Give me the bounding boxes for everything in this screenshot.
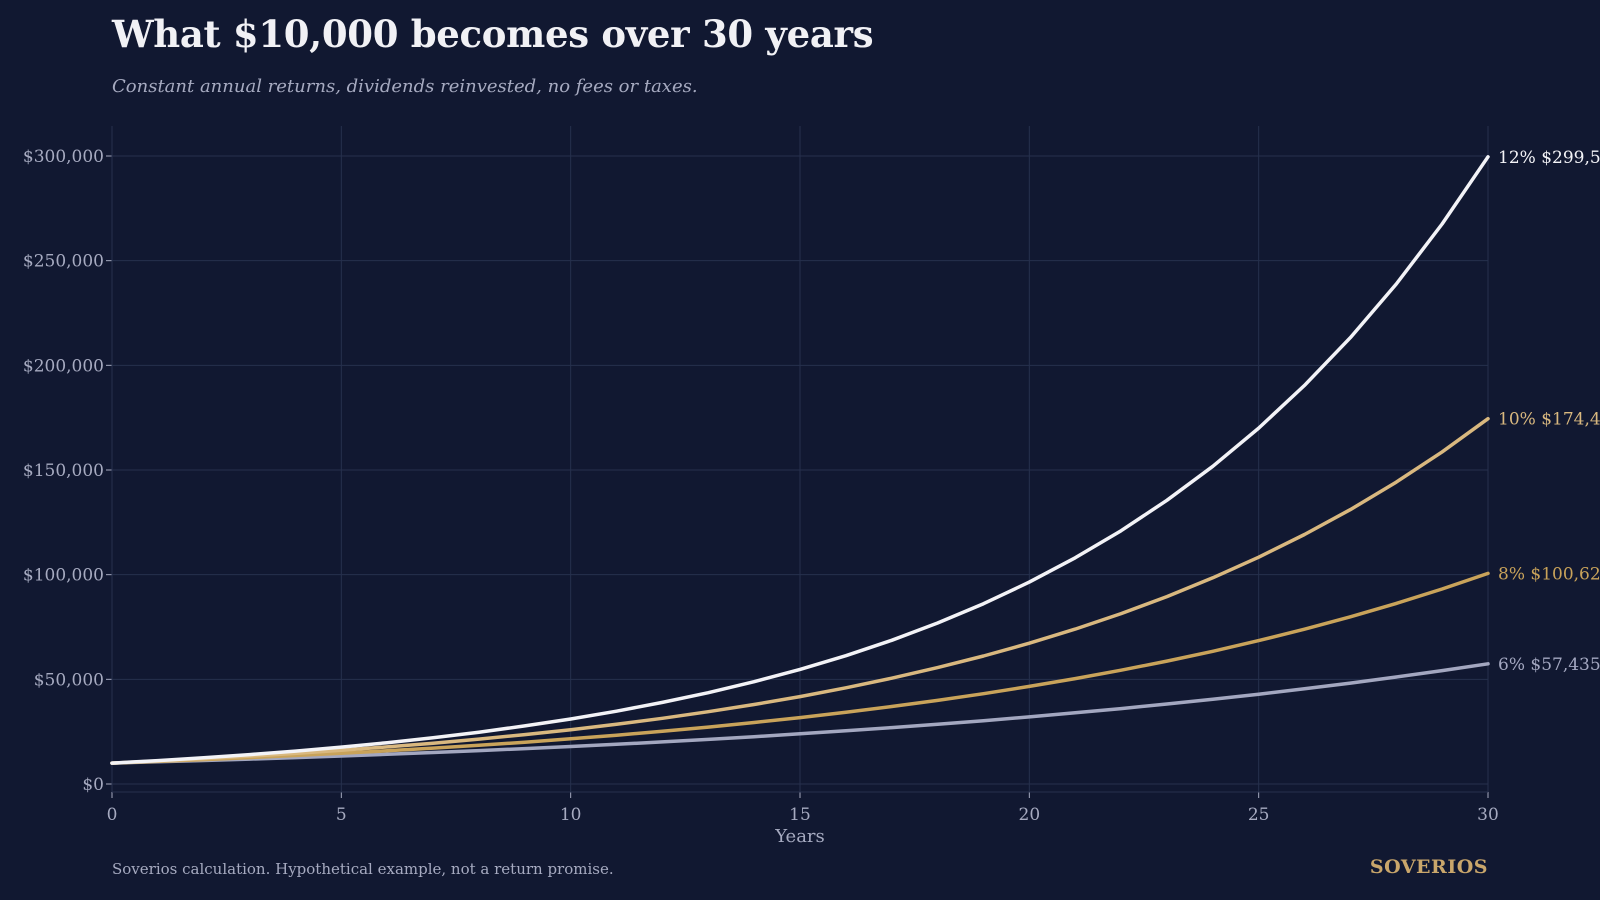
x-tick-label: 5	[336, 805, 347, 825]
x-tick-label: 30	[1477, 805, 1499, 825]
series-line-10pct	[110, 416, 1490, 765]
series-line-12pct	[110, 155, 1490, 765]
series-line-6pct	[110, 662, 1490, 765]
brand-logo-text: SOVERIOS	[1369, 856, 1488, 878]
y-tick-label: $150,000	[23, 461, 104, 481]
y-tick-label: $50,000	[34, 670, 104, 690]
x-tick-label: 20	[1019, 805, 1041, 825]
x-tick-label: 10	[560, 805, 582, 825]
chart-title: What $10,000 becomes over 30 years	[112, 12, 874, 56]
end-labels: 12% $299,599 10% $174,494 8% $100,627 6% $5…	[1498, 148, 1600, 675]
series-end-label-12pct: 12% $299,599	[1498, 148, 1600, 168]
chart-subtitle: Constant annual returns, dividends reinv…	[112, 76, 698, 97]
y-tick-label: $200,000	[23, 356, 104, 376]
series-line-8pct	[110, 571, 1490, 765]
footnote: Soverios calculation. Hypothetical examp…	[112, 860, 614, 878]
series-end-label-8pct: 8% $100,627	[1498, 564, 1600, 584]
x-tick-label: 25	[1248, 805, 1270, 825]
series-end-label-10pct: 10% $174,494	[1498, 410, 1600, 430]
series	[110, 155, 1490, 765]
axes: 0 5 10 15 20 25 30 $0 $50,000 $100,000 $150,000 $20…	[23, 126, 1499, 847]
y-tick-label: $300,000	[23, 147, 104, 167]
y-tick-label: $100,000	[23, 566, 104, 586]
x-axis-title: Years	[774, 826, 825, 847]
x-tick-label: 15	[789, 805, 811, 825]
y-tick-label: $250,000	[23, 252, 104, 272]
x-tick-label: 0	[107, 805, 118, 825]
y-tick-label: $0	[82, 775, 104, 795]
series-end-label-6pct: 6% $57,435	[1498, 655, 1600, 675]
